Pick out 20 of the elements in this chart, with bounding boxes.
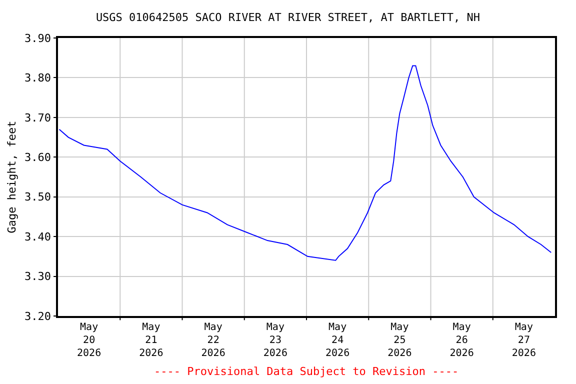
y-tick-label: 3.80 [24, 72, 52, 85]
y-tick-label: 3.30 [24, 270, 52, 284]
x-tick-label: May 25 2026 [388, 322, 412, 359]
x-tick-label: May 26 2026 [450, 322, 474, 359]
text: ---- Provisional Data Subject to Revision ---- [154, 365, 459, 378]
y-tick-label: 3.40 [24, 230, 52, 244]
y-tick-label: 3.50 [24, 190, 52, 204]
y-tick-label: 3.70 [24, 111, 52, 124]
chart-title: USGS 010642505 SACO RIVER AT RIVER STREET, AT BARTLETT, NH [96, 11, 480, 24]
y-axis-title: Gage height, feet [6, 120, 19, 234]
x-tick-label: May 21 2026 [139, 322, 164, 359]
x-tick-label: May 24 2026 [326, 322, 350, 359]
line-series [58, 65, 552, 261]
x-tick-label: May 23 2026 [263, 322, 288, 359]
y-tick-label: 3.60 [24, 150, 52, 164]
x-tick-label: May 20 2026 [77, 322, 102, 359]
y-tick-label: 3.90 [24, 32, 52, 45]
x-tick-label: May 27 2026 [512, 322, 536, 359]
x-tick-label: May 22 2026 [201, 322, 226, 359]
y-tick-label: 3.20 [24, 310, 52, 323]
